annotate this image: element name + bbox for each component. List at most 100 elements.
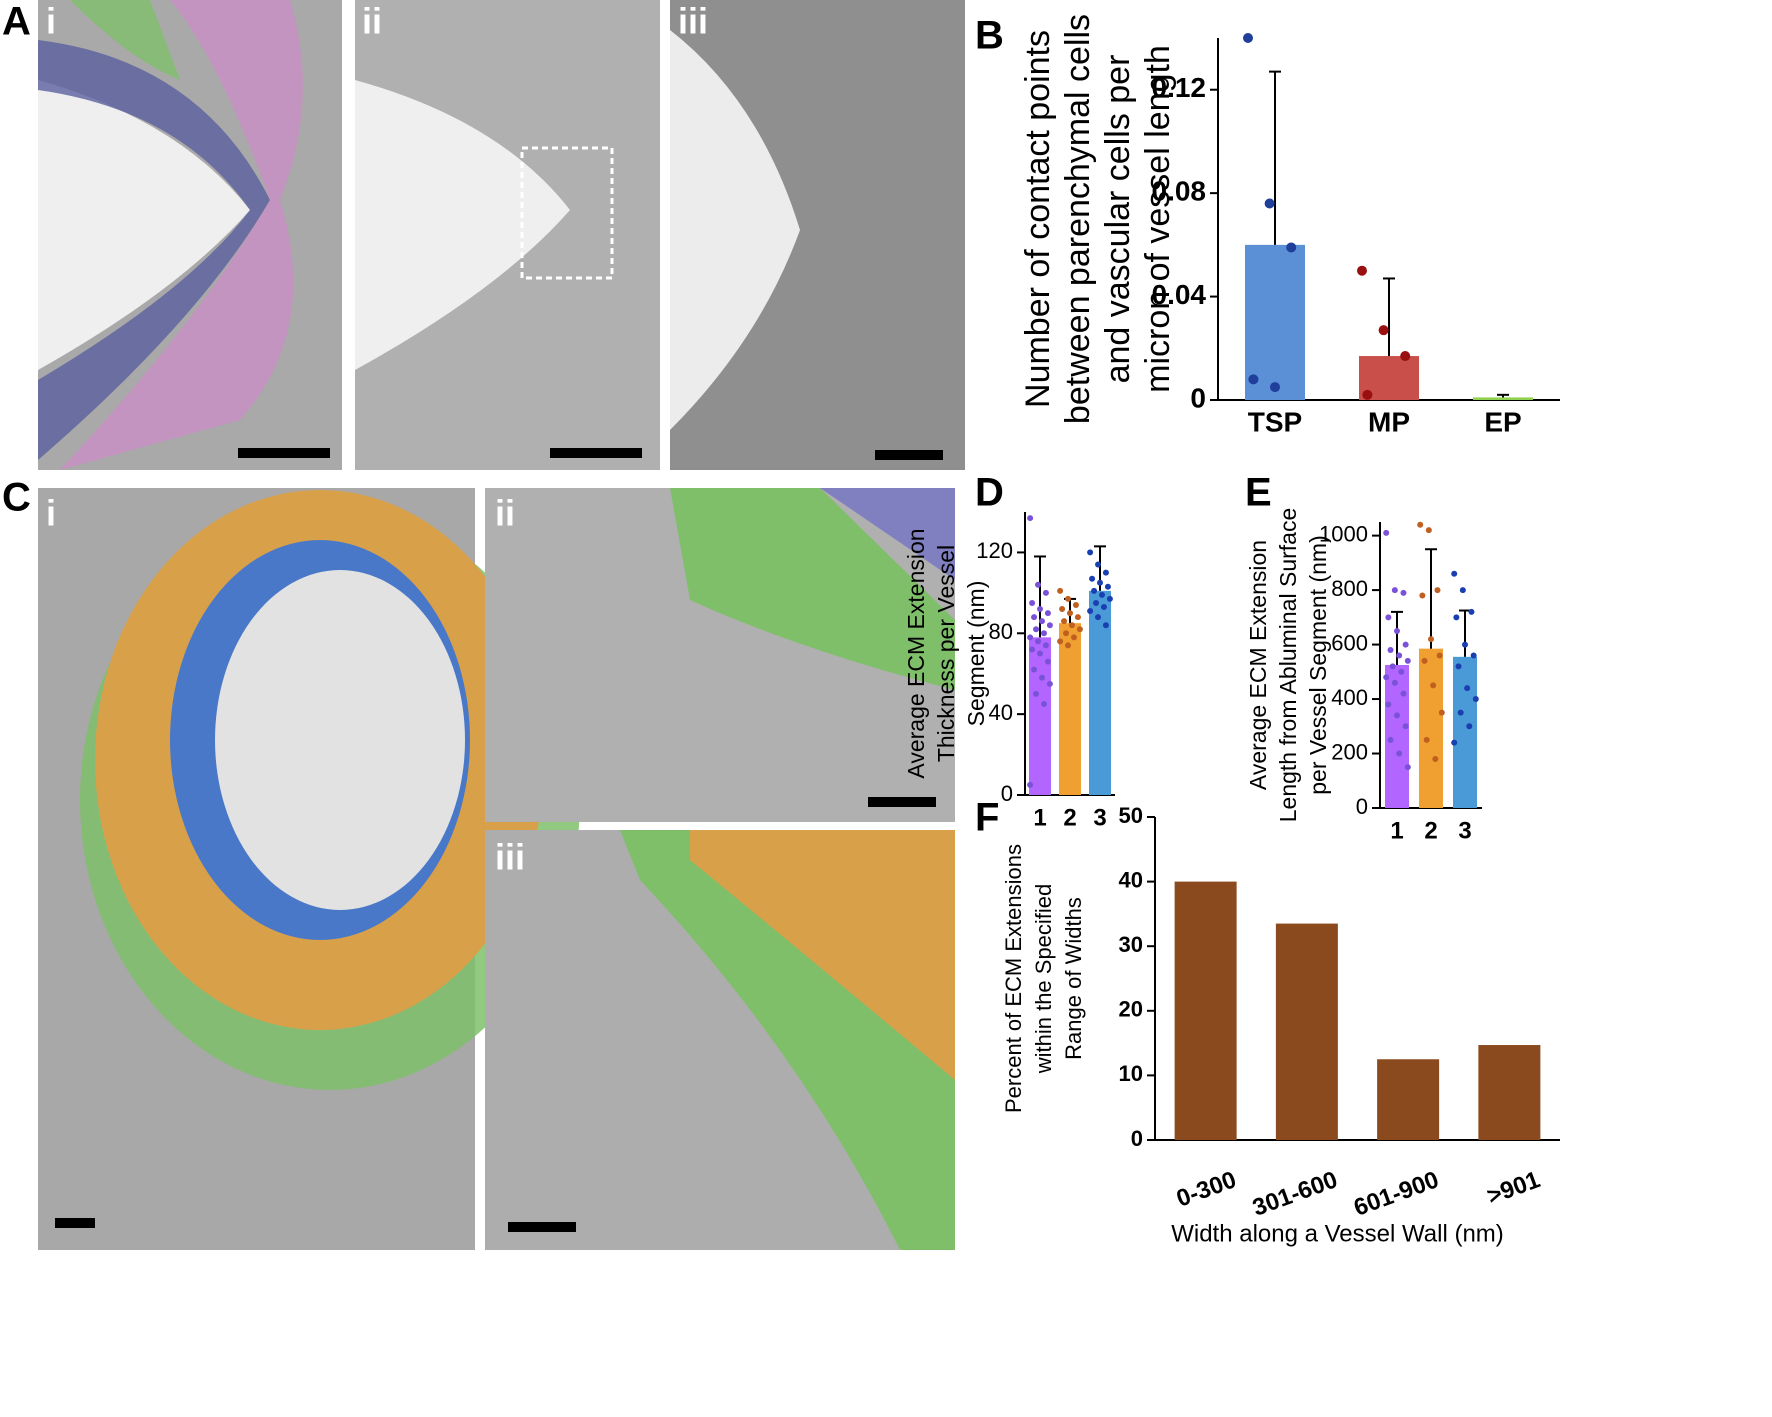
data-point [1040,701,1047,708]
y-axis-label: within the Specified [1031,884,1056,1075]
data-point [1468,608,1475,615]
data-point [1466,723,1473,730]
y-tick-label: 600 [1331,630,1368,655]
data-point [1031,666,1038,673]
data-point [1070,634,1077,641]
lumen [670,30,800,430]
x-tick-label: 3 [1093,804,1106,831]
data-point [1286,242,1297,253]
data-point [1385,701,1392,708]
data-point [1396,750,1403,757]
data-point [1044,658,1051,665]
scale-bar [508,1222,576,1232]
data-point [1383,529,1390,536]
data-point [1394,627,1400,634]
y-axis-label: per Vessel Segment (nm) [1305,535,1331,795]
data-point [1385,614,1392,621]
data-point [1459,587,1466,594]
data-point [1357,265,1367,276]
scale-bar [868,797,936,807]
data-point [1423,736,1430,743]
x-tick-label: 0-300 [1173,1166,1240,1212]
data-point [1464,685,1471,692]
data-point [1436,652,1443,659]
y-tick-label: 0.04 [1152,279,1207,310]
y-axis-label: Average ECM Extension [1245,540,1271,790]
bar [1245,244,1305,400]
data-point [1063,630,1070,637]
scale-bar [238,448,330,458]
data-point [1270,382,1280,393]
lumen [355,80,570,370]
data-point [1455,663,1462,670]
data-point [1074,614,1081,621]
x-tick-label: 601-900 [1350,1166,1442,1221]
data-point [1402,723,1409,730]
bar [1029,637,1051,795]
data-point [1387,736,1394,743]
data-point [1095,614,1102,621]
y-tick-label: 0 [1190,382,1206,413]
bar [1473,397,1533,400]
data-point [1046,680,1053,687]
panel-label: D [975,471,1004,515]
data-point [1378,325,1389,336]
data-point [1065,595,1072,602]
data-point [1100,604,1107,611]
panel-label: i [46,1,56,42]
data-point [1419,592,1426,599]
y-tick-label: 400 [1331,685,1368,710]
panel-label: E [1245,471,1272,515]
em-images [38,0,965,1250]
data-point [1432,755,1439,762]
data-point [1091,587,1098,594]
data-point [1068,622,1075,629]
data-point [1061,618,1068,625]
x-tick-label: 1 [1033,804,1046,831]
data-point [1102,569,1109,576]
x-tick-label: TSP [1248,406,1302,437]
lumen [38,80,250,370]
data-point [1462,641,1468,648]
y-tick-label: 800 [1331,576,1368,601]
data-point [1057,638,1064,645]
x-tick-label: 3 [1458,817,1471,844]
x-tick-label: 301-600 [1249,1166,1341,1221]
bar [1453,656,1477,808]
data-point [1404,657,1411,664]
bar [1089,590,1111,795]
x-tick-label: 1 [1390,817,1403,844]
data-point [1027,781,1034,788]
x-axis-label: Width along a Vessel Wall (nm) [1171,1220,1504,1247]
data-point [1042,589,1049,596]
x-tick-label: 2 [1063,804,1076,831]
y-tick-label: 1000 [1319,521,1368,546]
data-point [1038,674,1045,681]
data-point [1059,606,1066,613]
data-point [1402,641,1409,648]
panel-label: B [975,14,1004,58]
data-point [1400,589,1407,596]
data-point [1038,618,1045,625]
y-tick-label: 0 [1131,1126,1143,1151]
data-point [1029,646,1036,653]
y-tick-label: 10 [1119,1061,1143,1086]
data-point [1027,515,1034,522]
data-point [1387,647,1394,654]
data-point [1035,638,1042,645]
data-point [1396,652,1403,659]
data-point [1044,610,1051,617]
y-tick-label: 30 [1119,932,1143,957]
bar [1174,881,1237,1140]
panel-label: F [975,796,999,840]
data-point [1027,634,1034,641]
y-tick-label: 120 [976,538,1013,563]
data-point [1035,581,1042,588]
data-point [1087,549,1094,556]
y-tick-label: 80 [989,619,1013,644]
panel-label: A [2,0,31,44]
data-point [1391,587,1398,594]
panel-label: iii [678,1,708,42]
data-point [1040,630,1047,637]
scale-bar [550,448,642,458]
